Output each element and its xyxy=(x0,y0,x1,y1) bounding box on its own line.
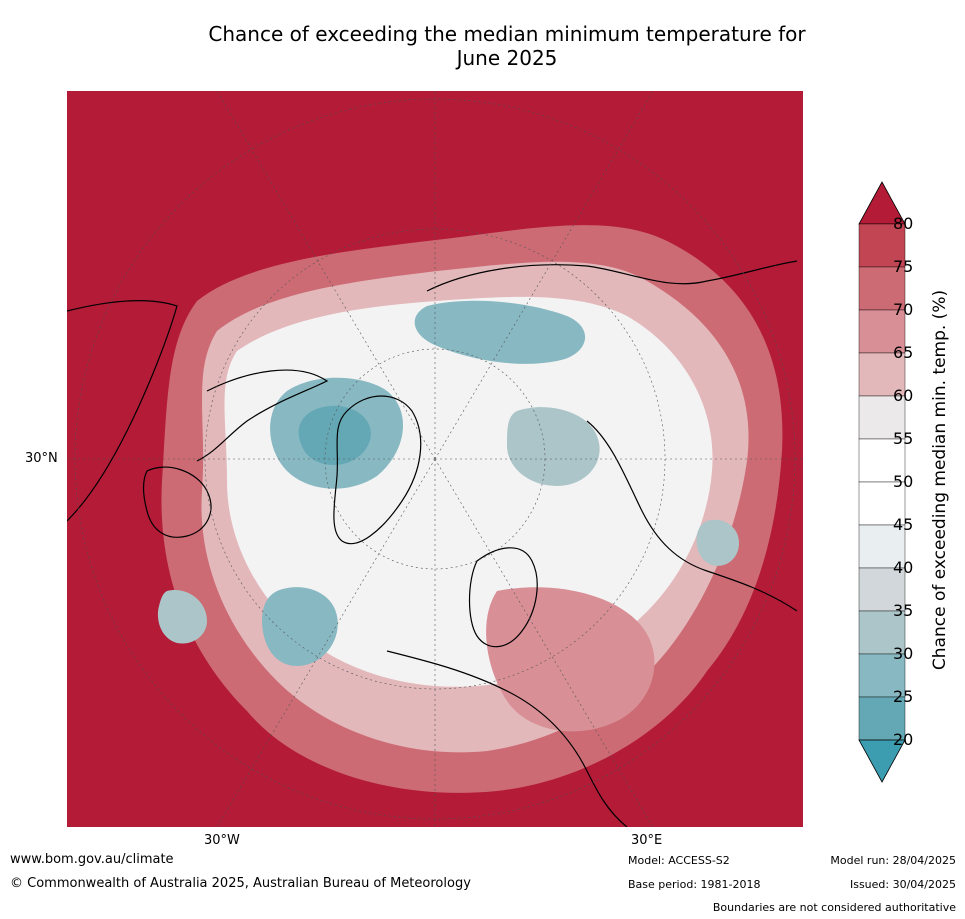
colorbar-tick: 75 xyxy=(893,257,914,276)
footer-disclaimer: Boundaries are not considered authoritat… xyxy=(712,901,956,914)
coast-arctic-canada xyxy=(196,369,329,462)
colorbar-75-80 xyxy=(858,223,906,268)
coast-siberia xyxy=(426,260,798,292)
map-title: Chance of exceeding the median minimum t… xyxy=(0,22,965,70)
coast-greenland xyxy=(333,395,422,545)
colorbar-35-40 xyxy=(858,567,906,612)
colorbar-tick: 55 xyxy=(893,429,914,448)
footer-model-run: Model run: 28/04/2025 xyxy=(830,854,956,867)
colorbar-tick: 30 xyxy=(893,644,914,663)
colorbar-tick: 25 xyxy=(893,687,914,706)
colorbar-30-35 xyxy=(858,610,906,655)
colorbar-tick: 45 xyxy=(893,515,914,534)
zone-blue-canada-core xyxy=(298,405,371,466)
zone-blue-pacific xyxy=(157,590,207,644)
coast-asia-east xyxy=(586,420,798,612)
colorbar-tick: 80 xyxy=(893,214,914,233)
lat-label-30n: 30°N xyxy=(25,451,58,466)
footer-model: Model: ACCESS-S2 xyxy=(628,854,730,867)
colorbar-tick: 35 xyxy=(893,601,914,620)
colorbar-25-30 xyxy=(858,653,906,698)
polar-map xyxy=(67,91,803,827)
colorbar-label: Chance of exceeding median min. temp. (%… xyxy=(930,289,950,671)
coast-scandinavia xyxy=(468,547,538,648)
footer-copyright: © Commonwealth of Australia 2025, Austra… xyxy=(10,876,471,891)
zone-blue-east xyxy=(696,519,739,566)
footer-url[interactable]: www.bom.gov.au/climate xyxy=(10,852,174,867)
zone-europe xyxy=(486,587,655,732)
colorbar-tick: 50 xyxy=(893,472,914,491)
lon-label-30e: 30°E xyxy=(631,833,663,848)
colorbar-tick: 65 xyxy=(893,343,914,362)
footer-base-period: Base period: 1981-2018 xyxy=(628,878,761,891)
coast-alaska xyxy=(143,466,212,538)
coast-europe xyxy=(386,650,628,827)
colorbar-60-65 xyxy=(858,352,906,397)
map-canvas xyxy=(67,91,803,827)
zone-blue-russia xyxy=(507,407,600,486)
colorbar-65-70 xyxy=(858,309,906,354)
colorbar-45-50 xyxy=(858,481,906,526)
colorbar-50-55 xyxy=(858,438,906,483)
title-line-2: June 2025 xyxy=(456,46,558,70)
footer-issued: Issued: 30/04/2025 xyxy=(849,878,956,891)
colorbar-55-60 xyxy=(858,395,906,440)
colorbar-tick: 60 xyxy=(893,386,914,405)
colorbar-40-45 xyxy=(858,524,906,569)
colorbar-tick: 20 xyxy=(893,730,914,749)
title-line-1: Chance of exceeding the median minimum t… xyxy=(208,22,806,46)
colorbar-20-25 xyxy=(858,696,906,741)
zone-blue-atlantic xyxy=(262,587,338,666)
zone-blue-siberia xyxy=(414,300,586,364)
colorbar xyxy=(858,181,906,783)
colorbar-bottom-arrow xyxy=(858,739,906,783)
coast-north-america-west xyxy=(67,299,178,522)
lon-label-30w: 30°W xyxy=(204,833,240,848)
colorbar-tick: 70 xyxy=(893,300,914,319)
colorbar-70-75 xyxy=(858,266,906,311)
colorbar-tick: 40 xyxy=(893,558,914,577)
